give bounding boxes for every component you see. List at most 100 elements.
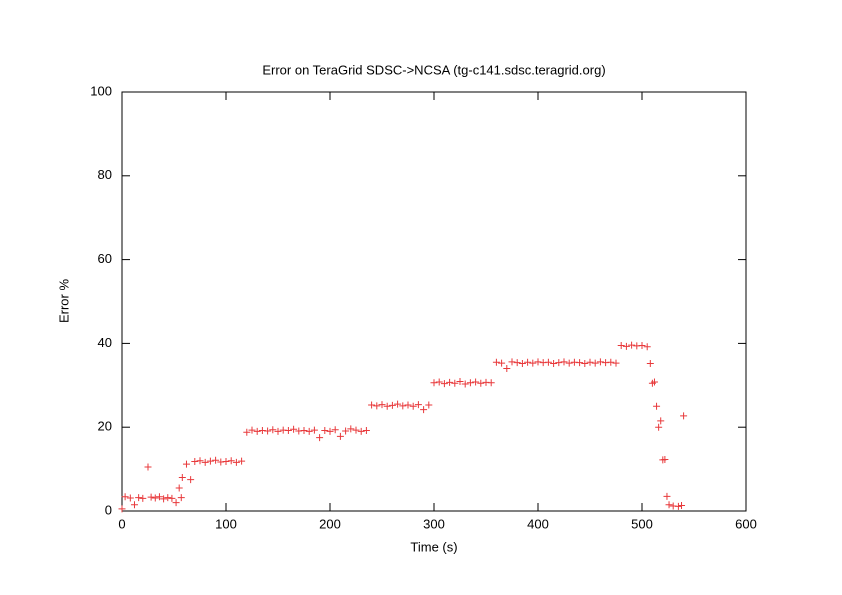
data-point: [378, 401, 386, 409]
data-point: [576, 359, 584, 367]
data-point: [420, 406, 428, 414]
data-point: [222, 458, 230, 466]
data-point: [135, 494, 143, 502]
data-point: [674, 502, 682, 510]
data-point: [238, 457, 246, 465]
data-point: [182, 460, 190, 468]
data-point: [518, 360, 526, 368]
data-point: [264, 427, 272, 435]
data-point: [503, 365, 511, 373]
data-point: [477, 379, 485, 387]
data-point: [466, 379, 474, 387]
y-tick-label: 0: [105, 502, 112, 517]
data-point: [529, 359, 537, 367]
data-point: [399, 402, 407, 410]
data-point: [352, 426, 360, 434]
data-point: [168, 494, 176, 502]
data-point: [663, 492, 671, 500]
data-point: [565, 359, 573, 367]
data-point: [596, 358, 604, 366]
data-point: [373, 402, 381, 410]
data-point: [342, 427, 350, 435]
data-point: [144, 463, 152, 471]
data-point: [513, 359, 521, 367]
x-axis-label: Time (s): [410, 539, 457, 554]
data-point: [435, 378, 443, 386]
data-point: [326, 427, 334, 435]
data-point: [655, 423, 663, 431]
data-point: [336, 432, 344, 440]
data-point: [560, 358, 568, 366]
data-point: [383, 402, 391, 410]
data-point: [657, 417, 665, 425]
y-tick-label: 80: [98, 167, 112, 182]
data-point: [284, 427, 292, 435]
data-point: [126, 494, 134, 502]
data-point: [248, 426, 256, 434]
data-point: [665, 501, 673, 509]
data-point: [646, 360, 654, 368]
data-point: [172, 499, 180, 507]
data-point: [164, 494, 172, 502]
y-tick-label: 100: [90, 83, 112, 98]
data-point: [175, 484, 183, 492]
data-point: [461, 380, 469, 388]
data-point: [253, 427, 261, 435]
data-point: [212, 456, 220, 464]
data-point: [622, 342, 630, 350]
data-point: [607, 358, 615, 366]
data-point: [347, 425, 355, 433]
data-point: [316, 434, 324, 442]
data-point: [290, 425, 298, 433]
data-point: [191, 458, 199, 466]
data-point: [638, 341, 646, 349]
y-axis-label: Error %: [56, 279, 71, 324]
x-tick-label: 0: [118, 516, 125, 531]
data-point: [487, 379, 495, 387]
data-point: [155, 493, 163, 501]
data-point: [243, 428, 251, 436]
data-point: [357, 427, 365, 435]
data-point: [680, 412, 688, 420]
data-point: [498, 359, 506, 367]
data-point: [555, 359, 563, 367]
data-point: [617, 341, 625, 349]
data-point: [300, 427, 308, 435]
data-point: [269, 426, 277, 434]
data-point: [227, 457, 235, 465]
data-point: [446, 378, 454, 386]
data-point: [534, 358, 542, 366]
data-point: [425, 401, 433, 409]
data-point: [581, 360, 589, 368]
data-point: [121, 493, 129, 501]
data-point: [612, 359, 620, 367]
data-point: [409, 402, 417, 410]
data-point: [451, 379, 459, 387]
data-point: [130, 501, 138, 509]
data-point: [678, 502, 686, 510]
data-point: [305, 427, 313, 435]
data-point: [440, 380, 448, 388]
data-point: [151, 494, 159, 502]
data-point: [653, 402, 661, 410]
x-tick-label: 300: [423, 516, 445, 531]
data-point: [388, 401, 396, 409]
data-point: [187, 476, 195, 484]
data-point: [643, 343, 651, 351]
data-point: [177, 494, 185, 502]
data-point: [139, 494, 147, 502]
data-point: [178, 473, 186, 481]
chart-title: Error on TeraGrid SDSC->NCSA (tg-c141.sd…: [262, 62, 605, 77]
data-point: [492, 358, 500, 366]
data-point: [331, 426, 339, 434]
data-point: [321, 427, 329, 435]
x-tick-label: 400: [527, 516, 549, 531]
x-tick-label: 200: [319, 516, 341, 531]
data-point: [628, 341, 636, 349]
data-point: [368, 401, 376, 409]
data-point: [201, 458, 209, 466]
data-point: [524, 358, 532, 366]
